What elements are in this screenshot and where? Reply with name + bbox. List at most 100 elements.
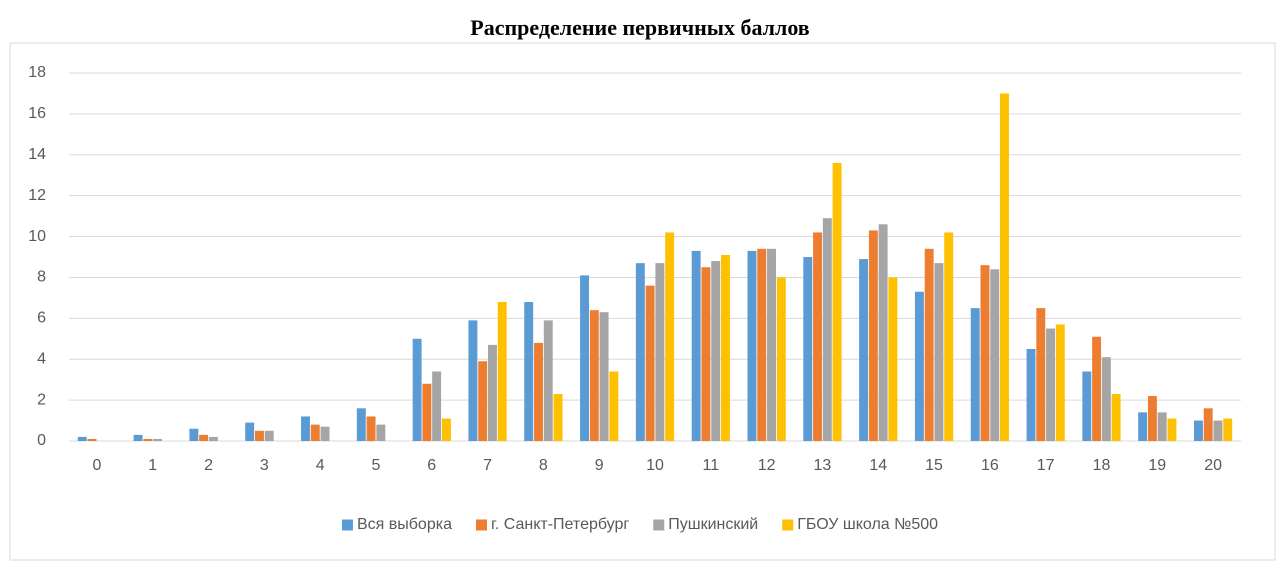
bar — [747, 250, 757, 441]
bar — [422, 383, 432, 441]
y-tick-label: 8 — [37, 269, 46, 286]
bar — [720, 254, 730, 441]
bar — [301, 416, 310, 441]
bar — [878, 224, 888, 441]
bar — [645, 285, 655, 441]
x-tick-label: 14 — [869, 457, 887, 474]
bar — [599, 312, 609, 441]
bar — [189, 428, 199, 441]
bar — [980, 265, 990, 441]
y-tick-label: 12 — [28, 187, 46, 204]
bar — [487, 344, 497, 441]
x-tick-label: 8 — [539, 457, 548, 474]
y-tick-label: 4 — [37, 350, 46, 367]
y-tick-label: 6 — [37, 310, 46, 327]
y-tick-label: 18 — [28, 64, 46, 81]
bar — [376, 424, 386, 441]
bar — [934, 263, 944, 441]
bar — [1092, 336, 1102, 441]
y-tick-label: 2 — [37, 391, 46, 408]
bar — [133, 434, 143, 441]
bar — [543, 320, 553, 441]
bar — [990, 269, 1000, 441]
bar — [208, 436, 218, 441]
y-tick-label: 0 — [37, 432, 46, 449]
bar — [441, 418, 451, 441]
legend-swatch — [782, 519, 794, 531]
bar — [1111, 393, 1121, 441]
x-tick-label: 17 — [1037, 457, 1055, 474]
x-tick-label: 1 — [148, 457, 157, 474]
bar — [524, 301, 534, 441]
bar — [589, 310, 599, 441]
x-tick-label: 0 — [92, 457, 101, 474]
x-tick-label: 15 — [925, 457, 943, 474]
bar — [1203, 408, 1213, 441]
bar — [822, 218, 832, 441]
x-tick-label: 19 — [1148, 457, 1166, 474]
x-tick-label: 16 — [981, 457, 999, 474]
bar — [1082, 371, 1092, 441]
legend-swatch — [475, 519, 487, 531]
y-tick-label: 14 — [28, 146, 46, 163]
legend-label: г. Санкт-Петербург — [491, 516, 629, 533]
bar — [553, 393, 563, 441]
bar — [310, 424, 320, 441]
x-tick-label: 4 — [316, 457, 325, 474]
bar — [534, 342, 543, 441]
bar — [1167, 418, 1177, 441]
bar — [77, 436, 87, 441]
bar — [1213, 420, 1223, 441]
bar — [701, 267, 711, 441]
legend-swatch — [341, 519, 353, 531]
bar — [767, 248, 776, 441]
x-tick-label: 9 — [595, 457, 604, 474]
bar — [1055, 324, 1065, 441]
bar — [264, 430, 274, 441]
bar — [356, 408, 366, 441]
legend-label: ГБОУ школа №500 — [797, 516, 938, 533]
bar — [924, 248, 934, 441]
bar — [1101, 357, 1111, 441]
x-tick-label: 5 — [371, 457, 380, 474]
bar — [944, 232, 954, 441]
legend-label: Пушкинский — [668, 516, 758, 533]
x-tick-label: 20 — [1204, 457, 1222, 474]
bar — [813, 232, 823, 441]
bar — [757, 248, 767, 441]
x-tick-label: 7 — [483, 457, 492, 474]
bar — [1223, 418, 1233, 441]
bar — [776, 277, 786, 441]
bar — [832, 162, 842, 441]
bar — [254, 430, 264, 441]
bar — [87, 438, 97, 441]
x-tick-label: 18 — [1093, 457, 1111, 474]
bar — [478, 361, 488, 441]
y-tick-label: 10 — [28, 228, 46, 245]
bar — [655, 263, 665, 441]
bar — [691, 250, 701, 441]
bar — [320, 426, 330, 441]
bar — [1138, 412, 1148, 441]
bar — [153, 438, 163, 441]
bar — [859, 259, 869, 441]
bar — [432, 371, 442, 441]
bar — [711, 261, 721, 441]
x-tick-label: 10 — [646, 457, 664, 474]
legend-swatch — [653, 519, 665, 531]
bar — [1157, 412, 1167, 441]
bar — [1147, 396, 1157, 441]
bar — [245, 422, 255, 441]
bar — [665, 232, 675, 441]
x-tick-label: 12 — [758, 457, 776, 474]
bar — [914, 291, 924, 441]
bar — [1193, 420, 1203, 441]
x-tick-label: 2 — [204, 457, 213, 474]
bar — [143, 438, 153, 441]
bar — [366, 416, 376, 441]
bar — [888, 277, 898, 441]
bar — [1026, 349, 1036, 441]
x-tick-label: 6 — [427, 457, 436, 474]
bar — [609, 371, 619, 441]
